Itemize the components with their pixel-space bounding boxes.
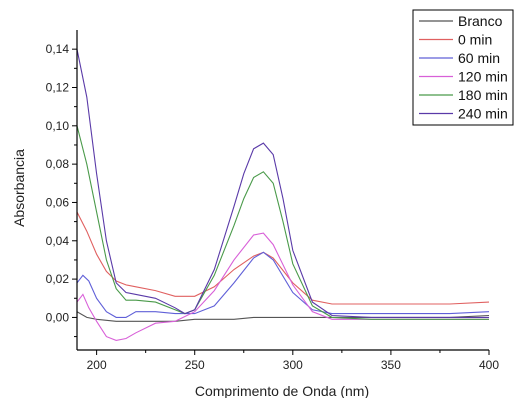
y-tick-label: 0,12 <box>46 80 70 94</box>
legend-label: 180 min <box>458 87 508 103</box>
legend-label: 0 min <box>458 32 492 48</box>
series-layer <box>77 49 489 341</box>
y-tick-label: 0,10 <box>46 119 70 133</box>
x-tick-label: 400 <box>479 358 499 372</box>
legend-label: 120 min <box>458 69 508 85</box>
series-line-0-min <box>77 211 489 305</box>
y-tick-label: 0,02 <box>46 272 70 286</box>
x-tick-label: 250 <box>185 358 205 372</box>
axes-layer: 200 250 300 350 400 0,00 0,02 0,04 0,06 0,08 0,10 0… <box>46 30 499 372</box>
x-axis-label: Comprimento de Onda (nm) <box>195 383 369 398</box>
series-line-180-min <box>77 125 489 320</box>
y-tick-label: 0,04 <box>46 234 70 248</box>
series-line-120-min <box>77 232 489 341</box>
legend: Branco 0 min 60 min 120 min 180 min 240 min <box>412 9 514 126</box>
legend-label: Branco <box>458 13 503 29</box>
y-axis-label: Absorbancia <box>11 149 27 227</box>
x-tick-label: 300 <box>283 358 303 372</box>
series-line-60-min <box>77 251 489 318</box>
y-tick-label: 0,08 <box>46 157 70 171</box>
series-line-240-min <box>77 49 489 318</box>
x-tick-label: 350 <box>381 358 401 372</box>
y-tick-label: 0,00 <box>46 310 70 324</box>
y-tick-label: 0,14 <box>46 42 70 56</box>
legend-label: 60 min <box>458 50 500 66</box>
y-tick-label: 0,06 <box>46 195 70 209</box>
x-tick-label: 200 <box>87 358 107 372</box>
legend-box <box>412 9 514 126</box>
legend-label: 240 min <box>458 106 508 122</box>
